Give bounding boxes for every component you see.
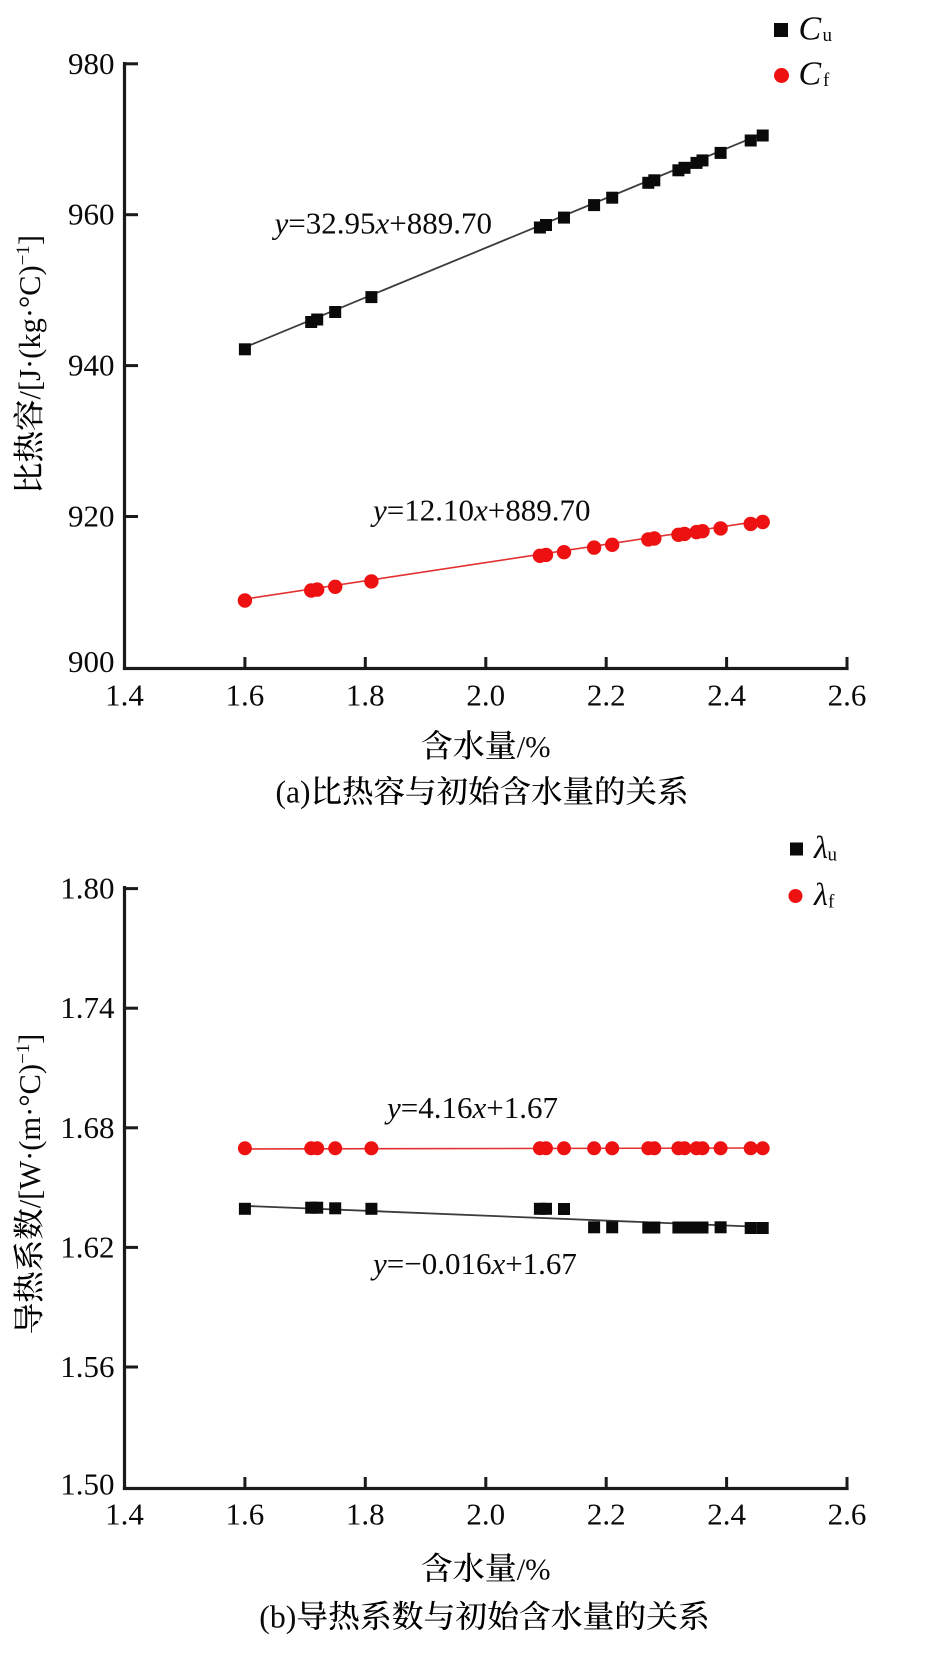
svg-text:2.2: 2.2 bbox=[587, 678, 626, 713]
svg-text:u: u bbox=[828, 845, 838, 866]
svg-text:x: x bbox=[472, 1090, 487, 1125]
svg-text:1.6: 1.6 bbox=[226, 678, 265, 713]
svg-text:(b): (b) bbox=[259, 1600, 296, 1635]
svg-text:1.8: 1.8 bbox=[346, 678, 385, 713]
svg-text:960: 960 bbox=[68, 197, 115, 232]
svg-text:1.4: 1.4 bbox=[105, 1497, 144, 1532]
svg-text:C: C bbox=[799, 56, 822, 93]
svg-text:2.6: 2.6 bbox=[828, 678, 867, 713]
svg-text:f: f bbox=[828, 892, 835, 913]
svg-text:920: 920 bbox=[68, 499, 115, 534]
svg-text:y: y bbox=[370, 1246, 387, 1281]
svg-text:1.6: 1.6 bbox=[226, 1497, 265, 1532]
svg-text:1.50: 1.50 bbox=[60, 1467, 114, 1502]
svg-text:1.8: 1.8 bbox=[346, 1497, 385, 1532]
svg-text:2.0: 2.0 bbox=[466, 678, 505, 713]
svg-text:f: f bbox=[823, 70, 830, 91]
svg-text:2.2: 2.2 bbox=[587, 1497, 626, 1532]
svg-text:2.6: 2.6 bbox=[828, 1497, 867, 1532]
svg-text:]: ] bbox=[13, 1034, 47, 1044]
svg-text:=12.10: =12.10 bbox=[387, 493, 474, 528]
svg-text:/[W·(m·°C): /[W·(m·°C) bbox=[13, 1064, 47, 1208]
svg-text:x: x bbox=[375, 206, 390, 241]
svg-text:1.56: 1.56 bbox=[60, 1349, 114, 1384]
svg-text:+889.70: +889.70 bbox=[488, 493, 591, 528]
svg-text:2.0: 2.0 bbox=[466, 1497, 505, 1532]
svg-text:y: y bbox=[370, 493, 387, 528]
svg-text:1.62: 1.62 bbox=[60, 1229, 114, 1264]
svg-text:+1.67: +1.67 bbox=[486, 1090, 558, 1125]
svg-text:+889.70: +889.70 bbox=[389, 206, 492, 241]
svg-text:(a): (a) bbox=[276, 775, 311, 810]
svg-text:=−0.016: =−0.016 bbox=[387, 1246, 492, 1281]
svg-text:=4.16: =4.16 bbox=[401, 1090, 473, 1125]
svg-text:2.4: 2.4 bbox=[707, 1497, 746, 1532]
svg-text:1.74: 1.74 bbox=[60, 990, 115, 1025]
svg-text:u: u bbox=[823, 25, 833, 46]
svg-text:λ: λ bbox=[813, 876, 828, 912]
svg-text:/%: /% bbox=[517, 1553, 551, 1587]
svg-text:1.4: 1.4 bbox=[105, 678, 144, 713]
svg-text:2.4: 2.4 bbox=[707, 678, 746, 713]
svg-text:900: 900 bbox=[68, 644, 115, 679]
svg-text:−1: −1 bbox=[13, 245, 34, 265]
svg-text:C: C bbox=[799, 11, 822, 48]
svg-text:x: x bbox=[473, 493, 488, 528]
svg-text:x: x bbox=[491, 1246, 506, 1281]
svg-text:y: y bbox=[272, 206, 289, 241]
svg-text:−1: −1 bbox=[13, 1044, 34, 1064]
svg-text:+1.67: +1.67 bbox=[505, 1246, 577, 1281]
svg-text:/[J·(kg·°C): /[J·(kg·°C) bbox=[13, 265, 47, 399]
svg-text:λ: λ bbox=[813, 829, 828, 865]
svg-text:=32.95: =32.95 bbox=[288, 206, 375, 241]
svg-text:1.68: 1.68 bbox=[60, 1110, 114, 1145]
svg-text:y: y bbox=[384, 1090, 401, 1125]
svg-text:]: ] bbox=[13, 235, 47, 245]
svg-text:/%: /% bbox=[517, 730, 551, 764]
svg-text:980: 980 bbox=[68, 46, 115, 81]
svg-text:940: 940 bbox=[68, 348, 115, 383]
svg-text:1.80: 1.80 bbox=[60, 871, 114, 906]
